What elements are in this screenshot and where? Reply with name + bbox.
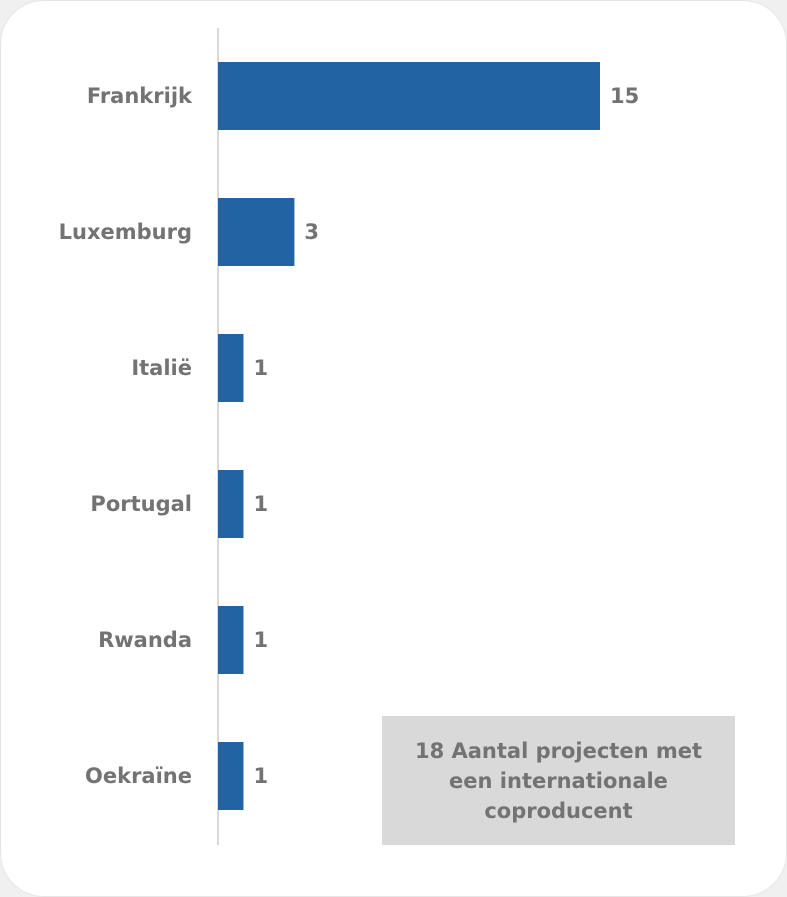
bar xyxy=(218,606,244,674)
value-label: 1 xyxy=(253,356,268,380)
bar xyxy=(218,742,244,810)
value-label: 1 xyxy=(253,764,268,788)
category-label: Italië xyxy=(131,356,192,380)
bar xyxy=(218,198,295,266)
bar xyxy=(218,470,244,538)
value-label: 3 xyxy=(304,220,319,244)
bar xyxy=(218,62,600,130)
value-label: 1 xyxy=(253,628,268,652)
category-label: Frankrijk xyxy=(87,84,193,108)
value-label: 15 xyxy=(610,84,639,108)
category-label: Rwanda xyxy=(98,628,192,652)
category-label: Luxemburg xyxy=(59,220,192,244)
annotation: 18 Aantal projecten met een internationa… xyxy=(382,716,735,845)
bar xyxy=(218,334,244,402)
category-label: Oekraïne xyxy=(85,764,192,788)
value-label: 1 xyxy=(253,492,268,516)
category-label: Portugal xyxy=(90,492,192,516)
